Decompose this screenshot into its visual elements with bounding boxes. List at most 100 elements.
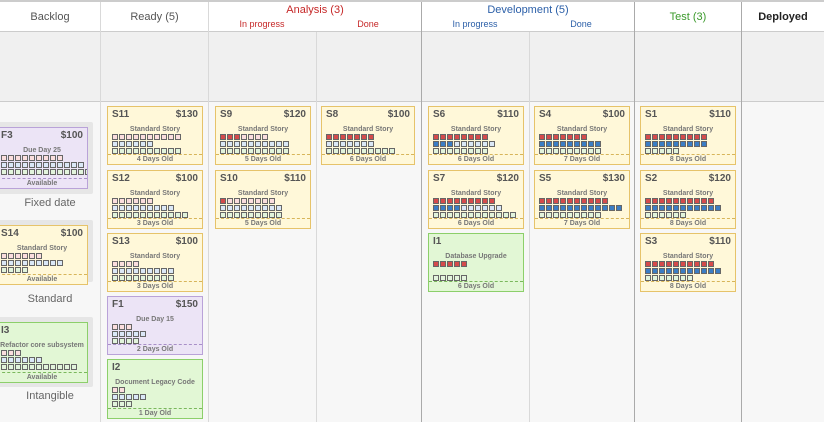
card-value: $110: [709, 109, 731, 120]
card-age: Available: [0, 178, 87, 188]
work-card[interactable]: S6 $110 Standard Story 6 Days Old: [428, 106, 524, 165]
work-card[interactable]: S4 $100 Standard Story 7 Days Old: [534, 106, 630, 165]
column-title: Test (3): [669, 11, 707, 23]
effort-cell: [241, 141, 247, 147]
effort-cell: [581, 198, 587, 204]
card-id: I2: [112, 362, 121, 373]
effort-cell: [248, 141, 254, 147]
effort-cell: [440, 148, 446, 154]
effort-bars: [326, 134, 396, 155]
work-card[interactable]: S9 $120 Standard Story 5 Days Old: [215, 106, 311, 165]
work-card[interactable]: I3 Refactor core subsystem Available: [0, 322, 88, 383]
work-card[interactable]: S2 $120 Standard Story 8 Days Old: [640, 170, 736, 229]
effort-cell: [36, 169, 42, 175]
work-card[interactable]: S10 $110 Standard Story 5 Days Old: [215, 170, 311, 229]
effort-cell: [680, 268, 686, 274]
effort-cell: [119, 387, 125, 393]
analysis-effort-row: [433, 134, 496, 140]
work-card[interactable]: F3 $100 Due Day 25 Available: [0, 127, 88, 189]
work-card[interactable]: F1 $150 Due Day 15 2 Days Old: [107, 296, 203, 355]
effort-cell: [154, 134, 160, 140]
effort-cell: [112, 324, 118, 330]
effort-cell: [168, 268, 174, 274]
test-effort-row: [112, 338, 147, 344]
effort-cell: [161, 205, 167, 211]
development-effort-row: [645, 205, 722, 211]
effort-cell: [666, 268, 672, 274]
effort-bars: [645, 134, 708, 155]
effort-cell: [616, 205, 622, 211]
sub-column-in-progress: In progress: [452, 19, 498, 29]
effort-cell: [255, 212, 261, 218]
effort-cell: [468, 148, 474, 154]
expedite-lane: [742, 32, 824, 102]
effort-cell: [475, 198, 481, 204]
effort-cell: [220, 198, 226, 204]
effort-cell: [553, 212, 559, 218]
effort-cell: [666, 198, 672, 204]
effort-cell: [220, 134, 226, 140]
effort-cell: [15, 253, 21, 259]
effort-cell: [447, 275, 453, 281]
development-effort-row: [326, 141, 396, 147]
work-card[interactable]: S12 $100 Standard Story 3 Days Old: [107, 170, 203, 229]
effort-cell: [680, 275, 686, 281]
effort-cell: [694, 198, 700, 204]
effort-cell: [560, 198, 566, 204]
effort-cell: [680, 205, 686, 211]
effort-cell: [447, 198, 453, 204]
effort-cell: [22, 169, 28, 175]
card-age: 7 Days Old: [535, 218, 629, 228]
expedite-lane: [422, 32, 634, 102]
effort-cell: [595, 141, 601, 147]
work-card[interactable]: S11 $130 Standard Story 4 Days Old: [107, 106, 203, 165]
effort-cell: [126, 134, 132, 140]
effort-cell: [447, 212, 453, 218]
effort-cell: [133, 212, 139, 218]
effort-cell: [112, 338, 118, 344]
effort-cell: [701, 198, 707, 204]
effort-cell: [609, 205, 615, 211]
work-card[interactable]: S5 $130 Standard Story 7 Days Old: [534, 170, 630, 229]
card-id: S7: [433, 173, 446, 184]
card-age: 6 Days Old: [429, 154, 523, 164]
effort-cell: [119, 141, 125, 147]
effort-cell: [567, 141, 573, 147]
effort-cell: [133, 205, 139, 211]
development-effort-row: [112, 268, 175, 274]
effort-cell: [326, 134, 332, 140]
effort-cell: [447, 141, 453, 147]
development-effort-row: [539, 141, 602, 147]
effort-cell: [112, 268, 118, 274]
test-effort-row: [433, 212, 517, 218]
work-card[interactable]: S13 $100 Standard Story 3 Days Old: [107, 233, 203, 292]
work-card[interactable]: S7 $120 Standard Story 6 Days Old: [428, 170, 524, 229]
effort-cell: [220, 205, 226, 211]
effort-cell: [8, 253, 14, 259]
effort-cell: [666, 261, 672, 267]
effort-bars: [220, 198, 283, 219]
effort-cell: [112, 141, 118, 147]
work-card[interactable]: I1 Database Upgrade 6 Days Old: [428, 233, 524, 292]
card-header: S7 $120: [433, 173, 519, 187]
effort-cell: [1, 364, 7, 370]
column-header-development: Development (5) In progress Done: [422, 2, 634, 32]
analysis-effort-row: [645, 198, 722, 204]
effort-cell: [553, 141, 559, 147]
work-card[interactable]: S8 $100 Standard Story 6 Days Old: [321, 106, 415, 165]
work-card[interactable]: S14 $100 Standard Story Available: [0, 225, 88, 285]
effort-cell: [119, 275, 125, 281]
effort-cell: [227, 134, 233, 140]
work-card[interactable]: S1 $110 Standard Story 8 Days Old: [640, 106, 736, 165]
effort-cell: [119, 261, 125, 267]
work-card[interactable]: S3 $110 Standard Story 8 Days Old: [640, 233, 736, 292]
card-header: S11 $130: [112, 109, 198, 123]
development-effort-row: [1, 162, 87, 168]
analysis-effort-row: [645, 134, 708, 140]
effort-cell: [581, 205, 587, 211]
effort-cell: [15, 267, 21, 273]
work-card[interactable]: I2 Document Legacy Code 1 Day Old: [107, 359, 203, 419]
effort-cell: [440, 261, 446, 267]
card-age: 4 Days Old: [108, 154, 202, 164]
card-header: S8 $100: [326, 109, 410, 123]
